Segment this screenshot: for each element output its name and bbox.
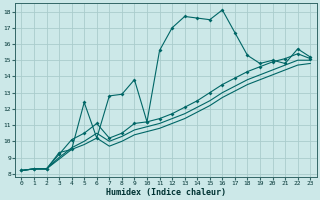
X-axis label: Humidex (Indice chaleur): Humidex (Indice chaleur) [106, 188, 226, 197]
